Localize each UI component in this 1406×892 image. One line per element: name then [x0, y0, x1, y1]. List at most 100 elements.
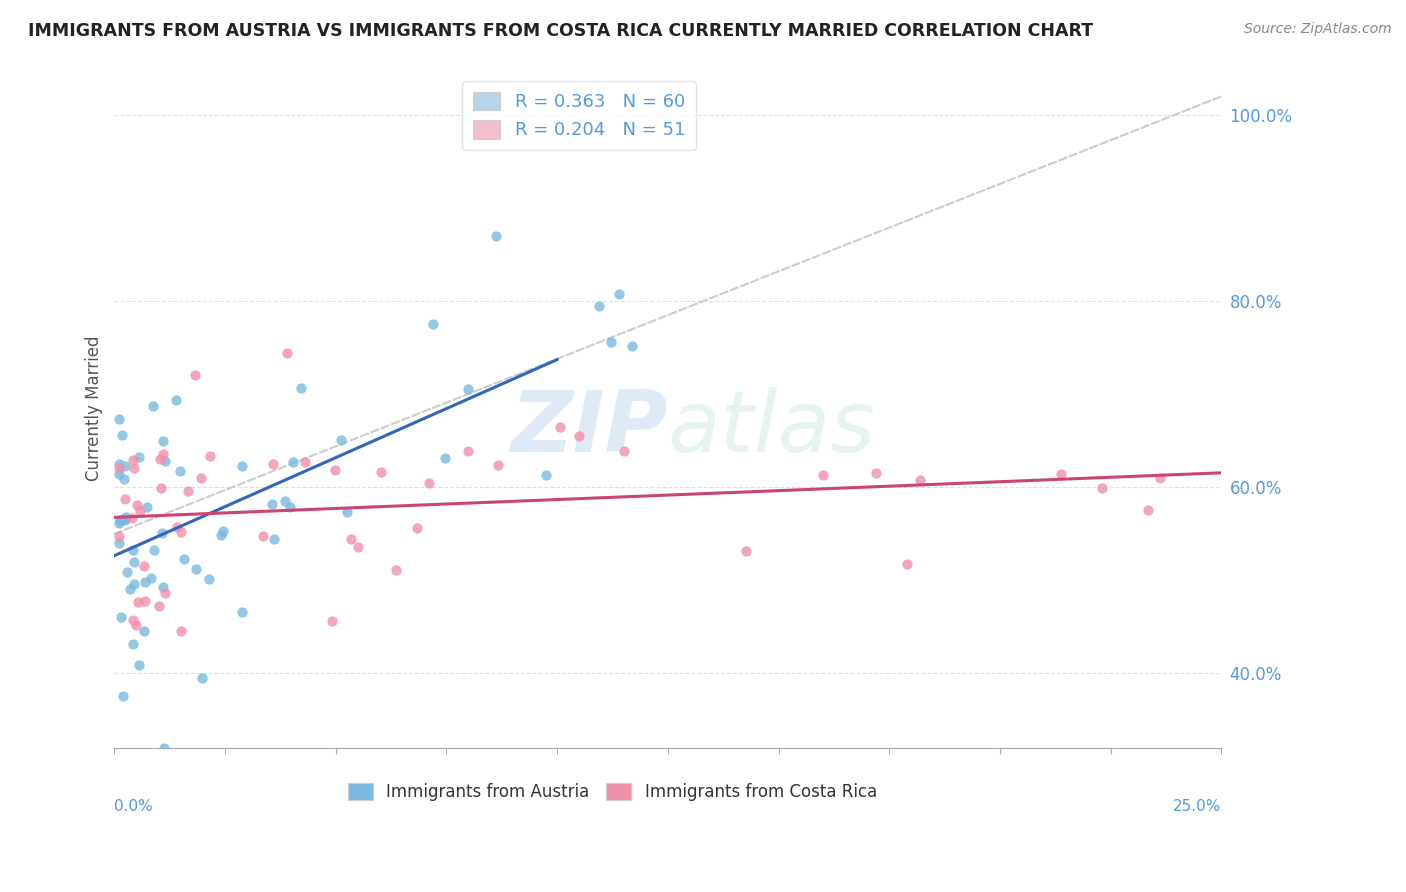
Point: [613, 444, 636, 458]
Point: [135, 500, 157, 515]
Point: [1050, 467, 1073, 481]
Point: [148, 599, 170, 613]
Point: [129, 504, 152, 518]
Point: [735, 543, 758, 558]
Point: [108, 461, 131, 475]
Point: [110, 610, 132, 624]
Point: [908, 473, 931, 487]
Point: [114, 513, 136, 527]
Point: [134, 559, 156, 574]
Point: [198, 572, 221, 586]
Point: [1149, 471, 1171, 485]
Point: [165, 393, 187, 408]
Point: [121, 511, 143, 525]
Point: [134, 574, 156, 589]
Point: [152, 580, 174, 594]
Point: [534, 468, 557, 483]
Point: [1136, 503, 1159, 517]
Point: [134, 624, 156, 639]
Point: [346, 540, 368, 554]
Point: [434, 451, 457, 466]
Point: [262, 497, 284, 511]
Point: [139, 571, 162, 585]
Point: [153, 454, 176, 468]
Point: [125, 618, 148, 632]
Point: [212, 524, 235, 538]
Point: [114, 458, 136, 473]
Point: [121, 543, 143, 558]
Point: [485, 229, 508, 244]
Point: [127, 595, 149, 609]
Point: [108, 467, 131, 481]
Point: [108, 412, 131, 426]
Point: [108, 516, 131, 531]
Point: [568, 428, 591, 442]
Point: [190, 471, 212, 485]
Point: [142, 542, 165, 557]
Point: [170, 624, 193, 638]
Point: [336, 505, 359, 519]
Point: [865, 466, 887, 480]
Point: [274, 494, 297, 508]
Point: [278, 500, 301, 514]
Point: [621, 339, 644, 353]
Point: [121, 452, 143, 467]
Point: [122, 576, 145, 591]
Point: [128, 657, 150, 672]
Point: [122, 461, 145, 475]
Point: [588, 300, 610, 314]
Point: [600, 335, 623, 350]
Point: [184, 561, 207, 575]
Point: [122, 555, 145, 569]
Point: [418, 475, 440, 490]
Text: atlas: atlas: [668, 387, 876, 470]
Point: [128, 450, 150, 464]
Point: [108, 536, 131, 550]
Point: [173, 551, 195, 566]
Point: [385, 563, 408, 577]
Point: [340, 532, 363, 546]
Point: [115, 509, 138, 524]
Point: [112, 689, 135, 703]
Point: [191, 671, 214, 685]
Point: [231, 605, 253, 619]
Point: [121, 637, 143, 651]
Point: [169, 464, 191, 478]
Point: [170, 524, 193, 539]
Point: [457, 443, 479, 458]
Point: [150, 526, 173, 541]
Point: [321, 614, 343, 628]
Point: [125, 499, 148, 513]
Point: [149, 481, 172, 495]
Point: [811, 467, 834, 482]
Legend: Immigrants from Austria, Immigrants from Costa Rica: Immigrants from Austria, Immigrants from…: [342, 776, 883, 807]
Point: [457, 382, 479, 396]
Point: [370, 465, 392, 479]
Point: [177, 483, 200, 498]
Text: ZIP: ZIP: [510, 387, 668, 470]
Point: [323, 462, 346, 476]
Point: [548, 420, 571, 434]
Point: [120, 582, 142, 597]
Point: [108, 529, 131, 543]
Point: [209, 528, 232, 542]
Point: [406, 521, 429, 535]
Point: [283, 455, 305, 469]
Point: [134, 594, 156, 608]
Point: [198, 449, 221, 463]
Point: [114, 491, 136, 506]
Point: [263, 532, 285, 546]
Point: [276, 346, 298, 360]
Point: [252, 529, 274, 543]
Text: 25.0%: 25.0%: [1173, 799, 1222, 814]
Point: [896, 558, 918, 572]
Point: [152, 447, 174, 461]
Point: [330, 433, 353, 447]
Text: Source: ZipAtlas.com: Source: ZipAtlas.com: [1244, 22, 1392, 37]
Point: [115, 566, 138, 580]
Point: [155, 586, 177, 600]
Text: 0.0%: 0.0%: [114, 799, 153, 814]
Point: [152, 434, 174, 449]
Y-axis label: Currently Married: Currently Married: [86, 335, 103, 481]
Point: [422, 317, 444, 331]
